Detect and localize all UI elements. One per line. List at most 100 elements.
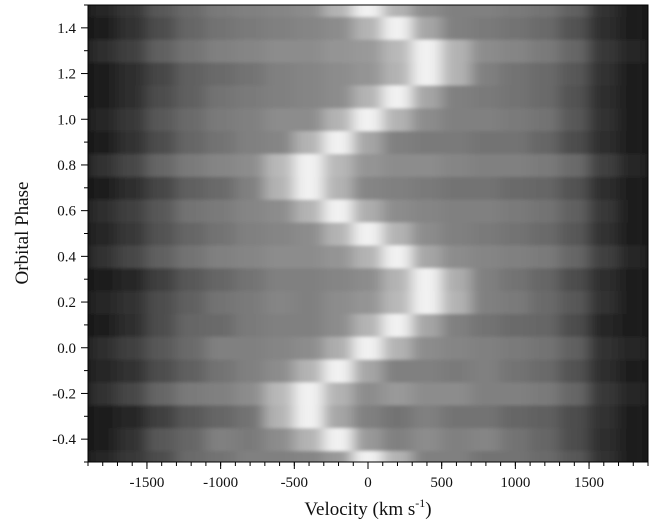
heatmap-cell [500,5,531,17]
heatmap-cell [293,84,325,109]
heatmap-cell [293,107,325,132]
heatmap-cell [205,84,236,109]
heatmap-cell [588,5,620,17]
heatmap-cell [411,267,443,292]
heatmap-cell [441,244,472,269]
heatmap-cell [470,38,502,63]
heatmap-cell [529,312,561,337]
heatmap-cell [146,381,177,406]
heatmap-cell [352,427,384,452]
heatmap-cell [205,130,236,155]
heatmap-cell [618,221,648,246]
heatmap-cell [352,5,384,17]
heatmap-cell [470,335,502,360]
x-tick-label: 0 [364,475,372,491]
heatmap-cell [323,381,354,406]
heatmap-cell [411,38,443,63]
heatmap-cell [500,153,531,177]
heatmap-cell [441,450,472,462]
heatmap-cell [234,107,266,132]
heatmap-cell [205,175,236,200]
heatmap-cell [293,427,325,452]
heatmap-cell [88,130,118,155]
heatmap-cell [264,244,295,269]
heatmap-cell [382,5,413,17]
heatmap-cell [175,221,207,246]
heatmap-cell [116,244,148,269]
y-tick-label: 0.4 [57,249,76,265]
heatmap-cell [618,290,648,314]
heatmap-cell [323,61,354,86]
heatmap-cell [529,381,561,406]
heatmap-cell [146,335,177,360]
heatmap-cell [382,427,413,452]
heatmap-cell [470,404,502,429]
heatmap-cell [175,5,207,17]
heatmap-cell [323,153,354,177]
heatmap-cell [88,381,118,406]
heatmap-cell [411,107,443,132]
heatmap-cell [618,15,648,40]
heatmap-cell [588,450,620,462]
heatmap-cell [559,153,590,177]
y-tick-label: 1.0 [57,112,76,128]
heatmap-cell [500,290,531,314]
heatmap-cell [293,290,325,314]
heatmap-cell [293,312,325,337]
heatmap-cell [470,381,502,406]
heatmap-cell [588,381,620,406]
heatmap-cell [588,404,620,429]
heatmap-cell [441,198,472,223]
y-tick-label: 0.8 [57,158,76,174]
heatmap-cell [205,290,236,314]
heatmap-cell [588,198,620,223]
heatmap-cell [500,404,531,429]
heatmap-cell [88,335,118,360]
heatmap-cell [411,15,443,40]
heatmap-cell [441,221,472,246]
heatmap-cell [500,221,531,246]
heatmap-cell [234,175,266,200]
heatmap-cell [588,427,620,452]
heatmap-cell [470,15,502,40]
heatmap-cell [205,267,236,292]
x-tick-label: -1500 [129,475,164,491]
heatmap-cell [529,221,561,246]
heatmap-cell [618,130,648,155]
heatmap-cell [175,130,207,155]
heatmap-cell [382,221,413,246]
axes: -1500 -1000 -500 0 500 1000 1500 -0.4 -0.2 0.0 0.2… [52,4,649,491]
heatmap-cell [323,38,354,63]
heatmap-cell [588,107,620,132]
heatmap-cell [323,198,354,223]
heatmap-cell [146,358,177,383]
heatmap-cell [441,427,472,452]
heatmap-cell [470,427,502,452]
heatmap-cell [441,107,472,132]
heatmap-cell [382,312,413,337]
heatmap-cell [205,198,236,223]
heatmap-cell [264,335,295,360]
heatmap-cell [470,61,502,86]
heatmap-cell [146,267,177,292]
heatmap-cell [441,267,472,292]
heatmap-cell [175,84,207,109]
heatmap-cell [352,290,384,314]
heatmap-cell [146,15,177,40]
heatmap-cell [382,84,413,109]
heatmap-cell [175,153,207,177]
heatmap-cell [500,450,531,462]
heatmap-cell [293,15,325,40]
heatmap-cell [559,175,590,200]
heatmap-cell [175,290,207,314]
heatmap-cell [293,153,325,177]
heatmap-cell [234,381,266,406]
heatmap-cell [500,358,531,383]
heatmap-cell [88,312,118,337]
heatmap-cell [116,84,148,109]
heatmap-cell [116,175,148,200]
heatmap-cell [588,267,620,292]
heatmap-cell [529,38,561,63]
heatmap-cell [470,312,502,337]
